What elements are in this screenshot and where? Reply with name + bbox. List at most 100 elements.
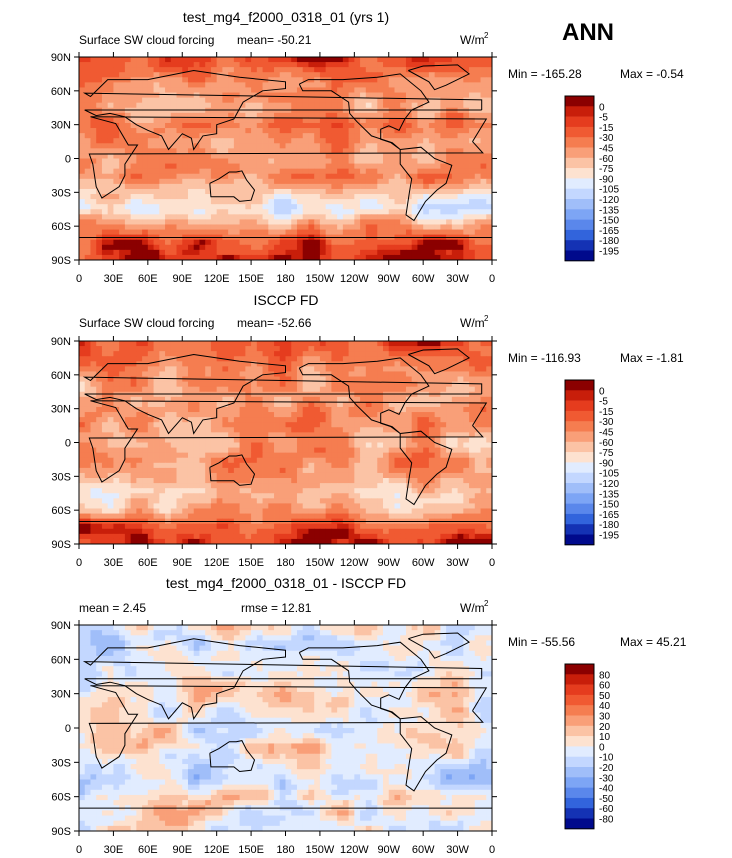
field-cell (101, 361, 109, 367)
field-cell (383, 462, 390, 469)
field-cell (193, 82, 200, 88)
field-cell (291, 62, 298, 68)
field-cell (319, 224, 327, 230)
field-cell (428, 346, 436, 352)
field-cell (474, 381, 481, 388)
field-cell (245, 381, 252, 388)
field-cell (251, 194, 258, 200)
field-cell (354, 133, 361, 139)
field-cell (348, 173, 355, 180)
field-cell (107, 432, 114, 438)
field-cell (469, 143, 476, 149)
field-cell (90, 72, 97, 78)
field-cell (268, 102, 275, 109)
field-cell (337, 442, 344, 448)
field-cell (153, 67, 160, 73)
field-cell (159, 442, 166, 448)
field-cell (84, 472, 91, 479)
field-cell (205, 62, 212, 68)
field-cell (153, 452, 160, 459)
field-cell (165, 183, 172, 190)
field-cell (251, 437, 258, 443)
field-cell (457, 249, 464, 256)
field-cell (279, 188, 286, 195)
field-cell (136, 386, 143, 393)
field-cell (285, 102, 292, 109)
x-tick-label: 90E (172, 273, 192, 285)
field-cell (388, 153, 395, 159)
field-cell (469, 452, 476, 459)
field-cell (228, 188, 235, 195)
field-cell (268, 199, 275, 205)
field-cell (394, 224, 401, 230)
field-cell (245, 422, 252, 428)
field-cell (136, 97, 143, 104)
field-cell (245, 376, 252, 382)
field-cell (440, 452, 447, 459)
field-cell (365, 82, 372, 88)
field-cell (274, 82, 281, 88)
field-cell (383, 143, 390, 149)
field-cell (371, 229, 378, 236)
field-cell (153, 346, 160, 352)
field-cell (486, 204, 493, 210)
field-cell (302, 467, 309, 474)
field-cell (96, 239, 103, 246)
field-cell (96, 442, 103, 448)
field-cell (319, 422, 327, 428)
field-cell (417, 148, 424, 154)
field-cell (405, 376, 413, 382)
field-cell (291, 427, 298, 433)
field-cell (325, 188, 332, 195)
field-cell (159, 437, 166, 443)
field-cell (262, 346, 269, 352)
field-cell (279, 361, 286, 367)
field-cell (388, 351, 395, 357)
field-cell (119, 219, 126, 225)
field-cell (245, 92, 252, 99)
field-cell (119, 351, 126, 357)
field-cell (474, 406, 481, 413)
field-cell (486, 153, 493, 159)
field-cell (469, 148, 476, 154)
field-cell (222, 371, 229, 377)
field-cell (291, 381, 298, 388)
field-cell (342, 168, 349, 175)
field-cell (308, 178, 315, 185)
field-cell (296, 346, 304, 352)
field-cell (279, 112, 286, 119)
field-cell (245, 467, 252, 474)
field-cell (165, 437, 172, 443)
field-cell (176, 254, 183, 261)
field-cell (388, 112, 395, 119)
field-cell (285, 214, 292, 220)
field-cell (354, 417, 361, 423)
field-cell (360, 371, 367, 377)
field-cell (279, 102, 286, 109)
field-cell (279, 168, 286, 175)
field-cell (130, 183, 137, 190)
field-cell (394, 87, 401, 93)
field-cell (371, 351, 378, 357)
field-cell (469, 128, 476, 134)
field-cell (371, 462, 378, 469)
field-cell (296, 229, 304, 236)
field-cell (377, 143, 384, 149)
field-cell (331, 447, 338, 454)
field-cell (446, 361, 453, 367)
field-cell (96, 138, 103, 144)
field-cell (434, 122, 441, 129)
field-cell (256, 133, 263, 139)
field-cell (113, 199, 120, 205)
field-cell (411, 219, 418, 225)
field-cell (296, 467, 304, 474)
field-cell (96, 366, 103, 372)
field-cell (170, 224, 177, 230)
field-cell (365, 57, 372, 63)
field-cell (457, 432, 464, 438)
field-cell (411, 133, 418, 139)
field-cell (457, 112, 464, 119)
field-cell (428, 396, 436, 403)
field-cell (457, 356, 464, 362)
field-cell (325, 168, 332, 175)
